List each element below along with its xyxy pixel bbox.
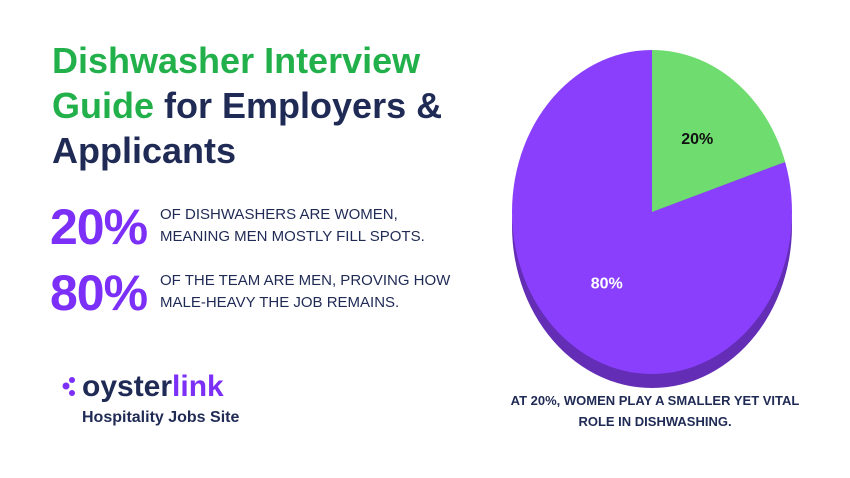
stat-text: OF DISHWASHERS ARE WOMEN, MEANING MEN MO… [160,206,425,245]
title: Dishwasher Interview Guide for Employers… [52,38,472,173]
logo-icon [62,382,70,390]
logo-icon [69,377,75,383]
slice [511,49,792,374]
brand-name: link [172,370,224,403]
tagline: Hospitality Jobs Site [82,409,240,426]
stat-figure: 20% [50,199,148,255]
stat-text: OF THE TEAM ARE MEN, PROVING HOW MALE-HE… [160,272,451,311]
stat: 20% OF DISHWASHERS ARE WOMEN, MEANING ME… [50,198,490,258]
brand-name: oyster [82,370,173,403]
title-highlight: Dishwasher Interview Guide [52,40,421,126]
title-rest: for Employers & Applicants [52,85,443,171]
slice-label: 80% [591,275,623,292]
slice-label: 20% [681,131,713,148]
stat-figure: 80% [50,265,148,321]
brand: oysterlink [82,370,224,404]
chart-caption: AT 20%, WOMEN PLAY A SMALLER YET VITAL R… [510,393,800,429]
logo-icon [69,390,75,396]
stat: 80% OF THE TEAM ARE MEN, PROVING HOW MAL… [50,264,490,324]
slice [652,50,786,212]
